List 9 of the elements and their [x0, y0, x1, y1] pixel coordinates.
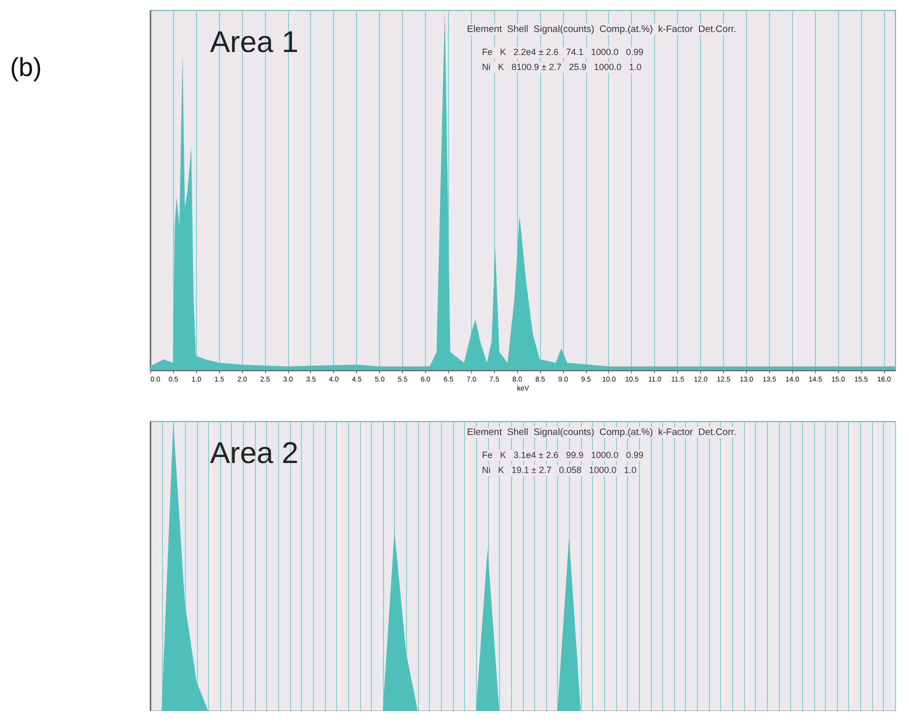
annotation: Fe K 3.1e4 ± 2.6 99.9 1000.0 0.99 [480, 450, 646, 461]
annotation: Fe K 2.2e4 ± 2.6 74.1 1000.0 0.99 [480, 47, 646, 58]
text: Area 1 [210, 26, 298, 59]
annotation: Element Shell Signal(counts) Comp.(at.%) k-Factor Det.Corr. [465, 427, 738, 438]
annotation: Ni K 8100.9 ± 2.7 25.9 1000.0 1.0 [480, 62, 644, 73]
annotation: Ni K 19.1 ± 2.7 0.058 1000.0 1.0 [480, 465, 639, 476]
text: (b) [10, 52, 42, 82]
text: Area 2 [210, 437, 298, 470]
annotation: Element Shell Signal(counts) Comp.(at.%) k-Factor Det.Corr. [465, 24, 738, 35]
